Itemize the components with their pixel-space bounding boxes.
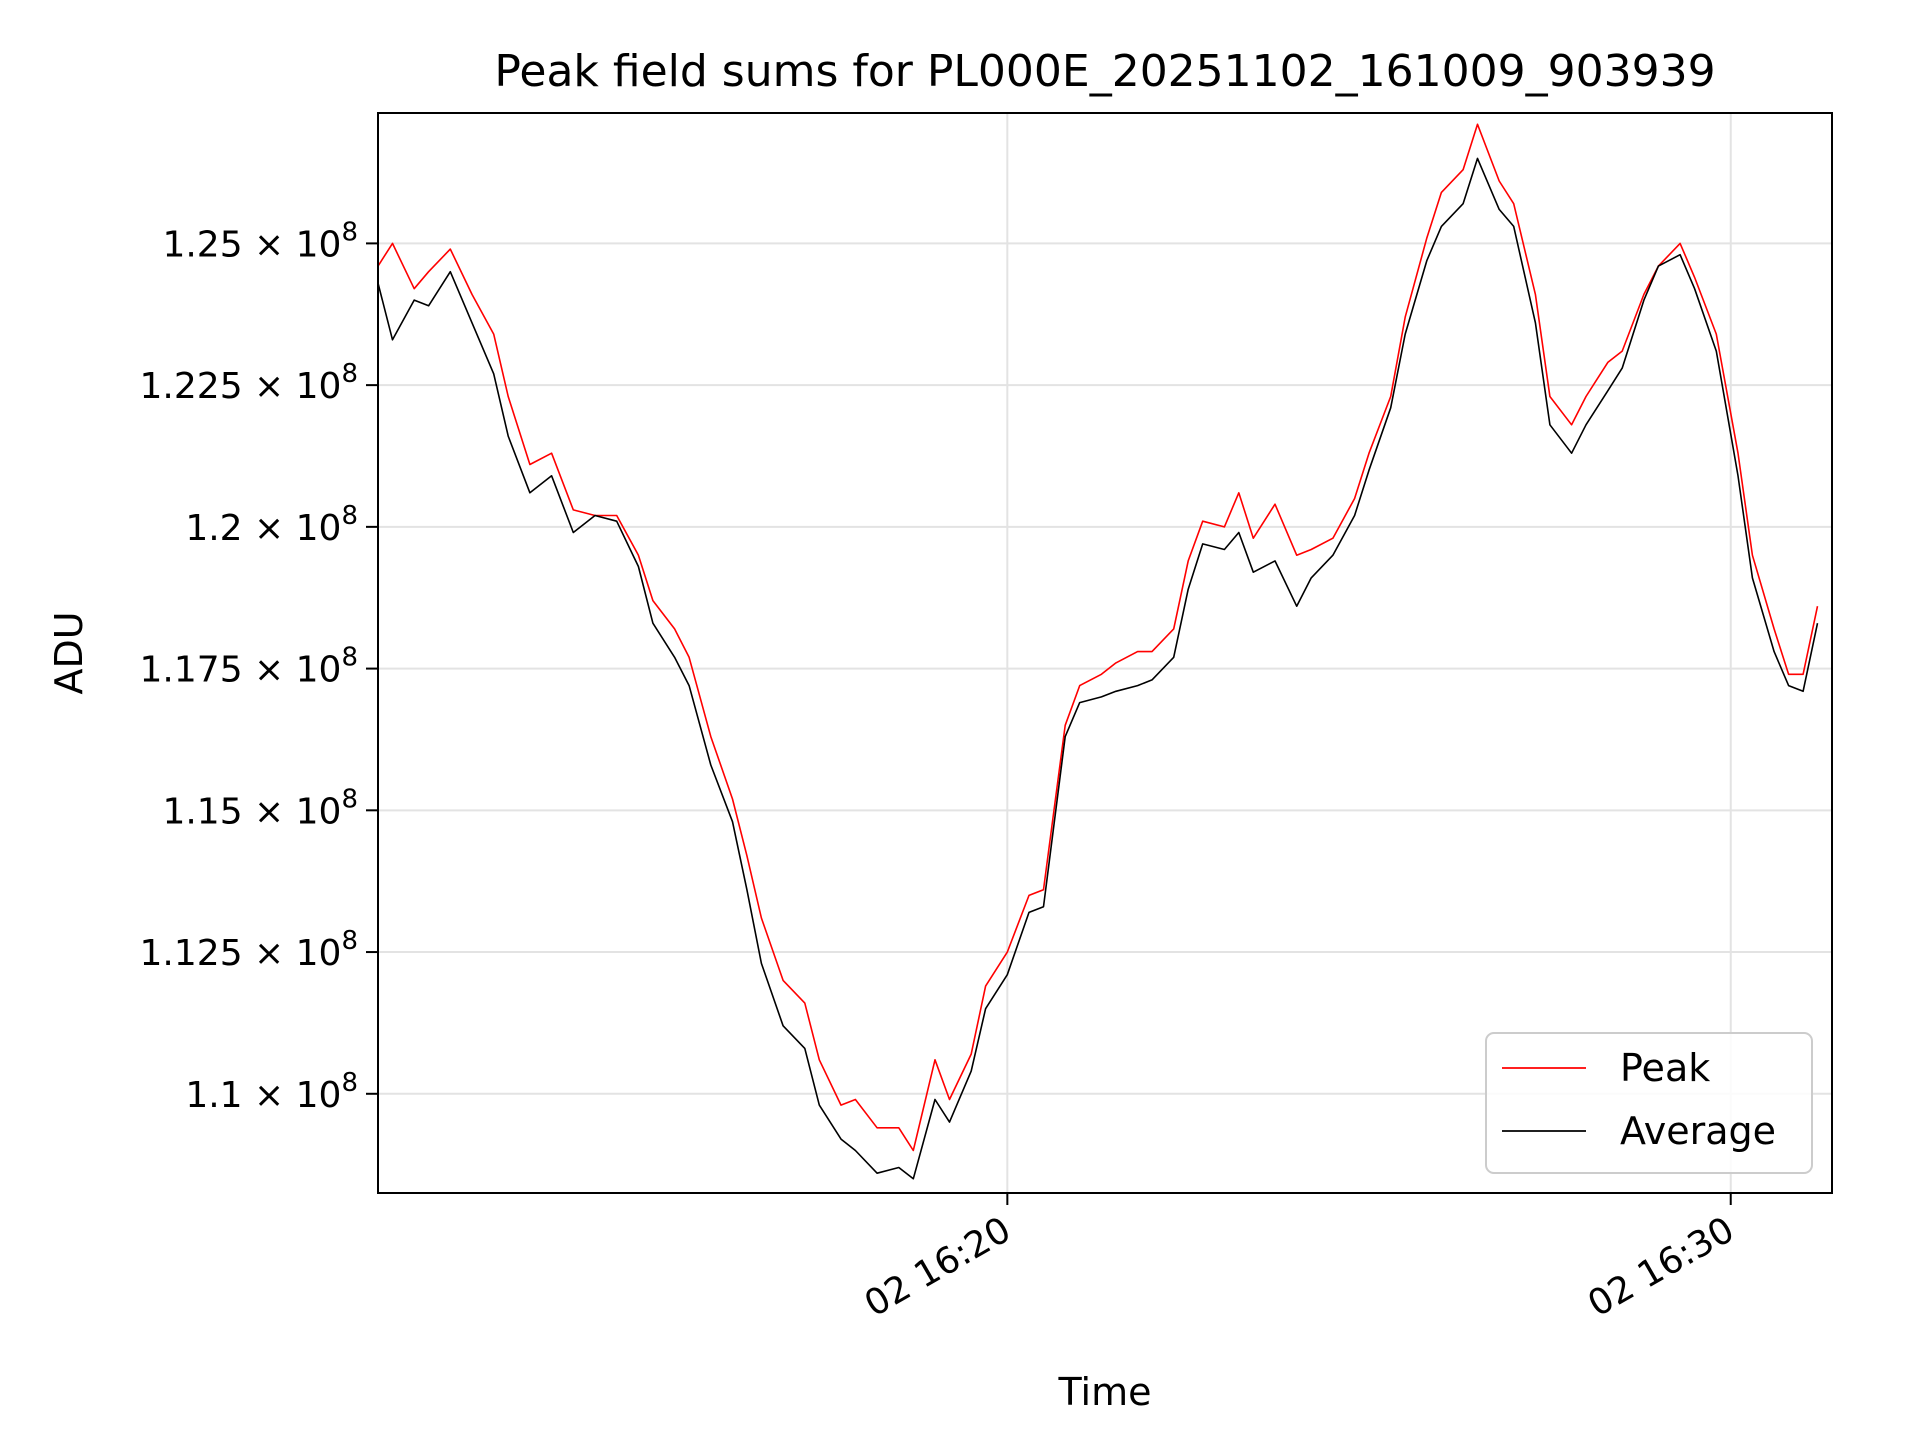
y-tick-label-0: 1.1 × 108	[185, 1068, 358, 1116]
y-tick-label-1: 1.125 × 108	[140, 926, 358, 974]
y-tick-label-3: 1.175 × 108	[140, 643, 358, 691]
grid	[378, 113, 1832, 1193]
y-axis-label: ADU	[47, 611, 91, 694]
legend-label-peak: Peak	[1620, 1046, 1710, 1090]
chart-title: Peak field sums for PL000E_20251102_1610…	[494, 46, 1715, 97]
series-line-average	[378, 157, 1819, 1180]
y-tick-label-6: 1.25 × 108	[162, 217, 358, 265]
legend: Peak Average	[1485, 1032, 1813, 1174]
y-axis-ticks: 1.1 × 108 1.125 × 108 1.15 × 108 1.175 × 10…	[140, 217, 378, 1116]
series-layer	[378, 123, 1819, 1180]
y-tick-label-5: 1.225 × 108	[140, 359, 358, 407]
plot-frame	[377, 112, 1833, 1194]
legend-label-average: Average	[1620, 1109, 1776, 1153]
series-line-peak	[378, 123, 1819, 1152]
x-axis-label: Time	[1058, 1370, 1152, 1414]
y-tick-label-2: 1.15 × 108	[162, 784, 358, 832]
y-tick-label-4: 1.2 × 108	[185, 501, 358, 549]
